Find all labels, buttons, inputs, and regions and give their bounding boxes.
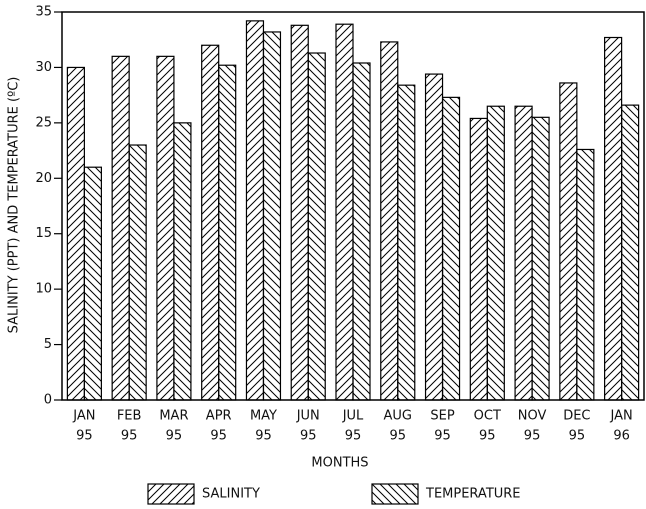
bar xyxy=(352,62,371,401)
x-tick-label: FEB xyxy=(117,409,142,424)
y-tick-label: 15 xyxy=(35,226,52,241)
bar xyxy=(111,55,130,401)
x-tick-label: MAY xyxy=(250,409,277,424)
x-tick-label: MAR xyxy=(159,409,188,424)
x-tick-label: 95 xyxy=(300,429,317,444)
legend-swatch xyxy=(147,483,195,505)
bar xyxy=(201,44,220,401)
bar xyxy=(83,166,102,401)
x-tick-label: JAN xyxy=(72,409,95,424)
x-tick-label: 95 xyxy=(389,429,406,444)
x-tick-label: 95 xyxy=(345,429,362,444)
bar xyxy=(218,64,237,401)
y-tick-label: 0 xyxy=(44,393,52,408)
bar xyxy=(576,148,595,401)
x-tick-label: SEP xyxy=(430,409,454,424)
x-tick-label: DEC xyxy=(563,409,590,424)
x-tick-label: 95 xyxy=(524,429,541,444)
y-tick-label: 35 xyxy=(35,5,52,20)
bar xyxy=(514,105,533,401)
bar xyxy=(531,116,550,401)
x-tick-label: 95 xyxy=(569,429,586,444)
x-tick-label: 95 xyxy=(479,429,496,444)
bar xyxy=(290,24,309,401)
x-tick-label: 96 xyxy=(613,429,630,444)
bar xyxy=(559,82,578,401)
x-tick-label: AUG xyxy=(384,409,412,424)
x-tick-label: 95 xyxy=(121,429,138,444)
x-tick-label: NOV xyxy=(518,409,547,424)
bar xyxy=(380,41,399,401)
legend-swatch xyxy=(371,483,419,505)
y-tick-label: 25 xyxy=(35,115,52,130)
bar xyxy=(307,52,326,401)
bar xyxy=(424,73,444,401)
y-tick-label: 5 xyxy=(44,337,52,352)
legend-label: TEMPERATURE xyxy=(425,487,521,502)
bar xyxy=(262,31,282,401)
x-tick-label: JUN xyxy=(296,409,320,424)
x-tick-label: 95 xyxy=(210,429,227,444)
bar xyxy=(156,55,175,401)
bar xyxy=(621,104,640,401)
bar xyxy=(604,36,623,401)
bar xyxy=(486,105,505,401)
bar xyxy=(66,66,85,401)
legend-label: SALINITY xyxy=(202,487,260,502)
x-tick-label: 95 xyxy=(76,429,93,444)
x-axis-label: MONTHS xyxy=(311,456,368,471)
bar xyxy=(245,20,265,401)
x-tick-label: JUL xyxy=(342,409,364,424)
y-axis-label: SALINITY (PPT) AND TEMPERATURE (ºC) xyxy=(7,77,22,334)
y-tick-label: 10 xyxy=(35,282,52,297)
y-tick-label: 20 xyxy=(35,171,52,186)
bar xyxy=(173,122,192,401)
x-tick-label: OCT xyxy=(474,409,501,424)
y-tick-label: 30 xyxy=(35,60,52,75)
bar xyxy=(441,96,461,401)
bar xyxy=(397,84,416,401)
x-tick-label: APR xyxy=(206,409,232,424)
bar xyxy=(469,117,488,401)
bar xyxy=(335,23,354,401)
x-tick-label: 95 xyxy=(434,429,451,444)
x-tick-label: JAN xyxy=(609,409,632,424)
bar xyxy=(128,144,147,401)
x-tick-label: 95 xyxy=(166,429,183,444)
x-tick-label: 95 xyxy=(255,429,272,444)
